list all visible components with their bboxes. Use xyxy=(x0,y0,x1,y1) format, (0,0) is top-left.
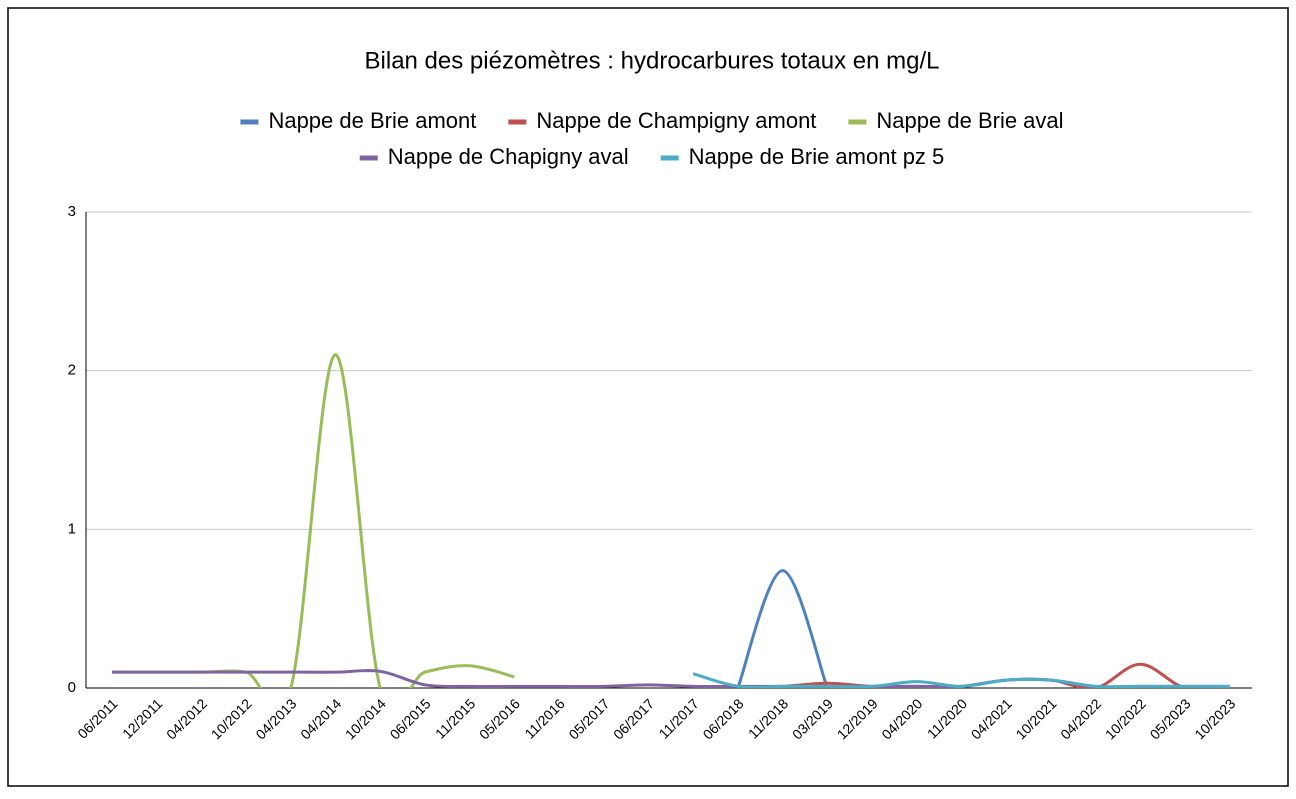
legend-label: Nappe de Brie amont xyxy=(268,108,476,133)
legend-item: Nappe de Brie amont xyxy=(240,108,476,133)
chart-title: Bilan des piézomètres : hydrocarbures to… xyxy=(365,47,940,74)
series-line xyxy=(736,569,829,688)
y-tick-label: 0 xyxy=(68,679,76,696)
legend-item: Nappe de Brie amont pz 5 xyxy=(660,144,945,169)
legend-label: Nappe de Brie aval xyxy=(876,108,1063,133)
legend-item: Nappe de Chapigny aval xyxy=(359,144,629,169)
y-tick-label: 2 xyxy=(68,362,76,379)
legend-label: Nappe de Chapigny aval xyxy=(388,144,629,169)
legend-label: Nappe de Brie amont pz 5 xyxy=(689,144,945,169)
plot-lines xyxy=(111,353,1230,688)
y-tick-label: 1 xyxy=(68,520,76,537)
series-line xyxy=(692,672,1230,688)
chart-border xyxy=(7,7,1289,787)
legend-item: Nappe de Champigny amont xyxy=(508,108,816,133)
y-tick-label: 3 xyxy=(68,203,76,220)
legend-label: Nappe de Champigny amont xyxy=(536,108,816,133)
legend-item: Nappe de Brie aval xyxy=(848,108,1064,133)
